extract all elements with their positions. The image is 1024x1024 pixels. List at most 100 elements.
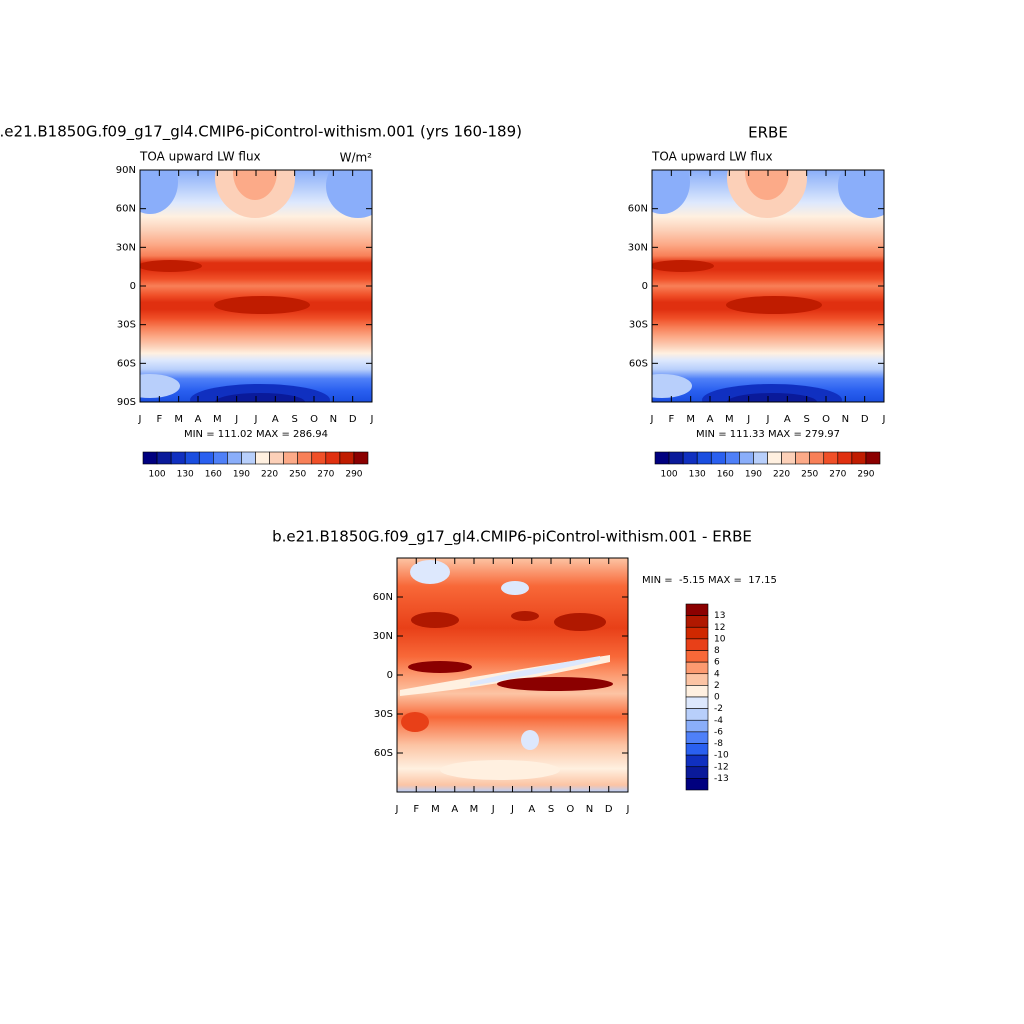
y-tick-label: 30S [629,320,648,331]
colorbar-box [685,650,709,663]
colorbar-box [685,673,709,686]
y-tick-label: 0 [642,281,648,292]
x-tick-label: J [650,414,654,425]
x-tick-label: A [272,414,279,425]
y-tick-label: 60N [373,592,393,603]
colorbar-box [339,451,355,465]
x-tick-label: A [707,414,714,425]
colorbar-label: 10 [714,634,726,644]
x-tick-label: M [174,414,183,425]
colorbar-box [685,696,709,709]
colorbar-label: 8 [714,646,720,656]
x-tick-label: M [431,804,440,815]
colorbar-box [184,451,200,465]
colorbar-box [198,451,214,465]
colorbar-box [353,451,369,465]
colorbar-box [851,451,867,465]
x-tick-label: S [548,804,554,815]
x-tick-label: J [746,414,750,425]
colorbar-box [739,451,754,465]
x-tick-label: J [510,804,514,815]
colorbar-label: 220 [773,470,790,480]
contour-field [397,558,628,792]
colorbar-box [685,719,709,733]
colorbar-box [685,626,709,640]
x-tick-label: J [370,414,374,425]
colorbar-label: -10 [714,751,729,761]
x-tick-label: D [861,414,869,425]
colorbar-box [696,451,712,465]
units: W/m² [340,151,373,165]
x-tick-label: F [668,414,674,425]
x-tick-label: A [528,804,535,815]
colorbar-box [685,731,709,744]
colorbar-label: 130 [177,470,194,480]
x-tick-label: M [725,414,734,425]
y-tick-label: 60S [117,358,136,369]
x-tick-label: J [626,804,630,815]
chart-title: b.e21.B1850G.f09_g17_gl4.CMIP6-piControl… [272,528,752,547]
colorbar-label: 250 [801,470,818,480]
x-tick-label: J [138,414,142,425]
x-tick-label: J [254,414,258,425]
colorbar-label: 6 [714,658,720,668]
colorbar-box [710,451,726,465]
x-tick-label: O [566,804,574,815]
colorbar-box [837,451,853,465]
colorbar-box [170,451,186,465]
x-tick-label: J [766,414,770,425]
x-tick-label: A [451,804,458,815]
colorbar-label: -13 [714,774,729,784]
colorbar-box [682,451,698,465]
colorbar-box [283,451,298,465]
x-tick-label: N [842,414,849,425]
colorbar-box [795,451,810,465]
y-tick-label: 30N [628,242,648,253]
colorbar-label: 160 [205,470,222,480]
x-tick-label: J [395,804,399,815]
colorbar-box [325,451,341,465]
colorbar-label: 290 [345,470,362,480]
colorbar-box [156,451,172,465]
colorbar-box [213,451,228,465]
y-tick-label: 90S [117,397,136,408]
y-tick-label: 30N [116,242,136,253]
annotation: MIN = 111.02 MAX = 286.94 [184,429,328,440]
x-tick-label: M [470,804,479,815]
y-tick-label: 30N [373,631,393,642]
colorbar-label: 220 [261,470,278,480]
annotation: MIN = -5.15 MAX = 17.15 [642,575,777,586]
colorbar-box [654,451,670,465]
y-tick-label: 60N [628,204,648,215]
x-tick-label: F [156,414,162,425]
colorbar-box [255,451,270,465]
colorbar-label: 270 [829,470,846,480]
y-tick-label: 0 [130,281,136,292]
x-tick-label: D [349,414,357,425]
x-tick-label: J [882,414,886,425]
colorbar-box [685,603,709,616]
colorbar-label: 0 [714,693,720,703]
colorbar-box [781,451,796,465]
colorbar-label: 190 [745,470,762,480]
colorbar-box [311,451,327,465]
colorbar-label: 100 [660,470,677,480]
x-tick-label: O [310,414,318,425]
x-tick-label: D [605,804,613,815]
subtitle: TOA upward LW flux [139,150,261,164]
x-tick-label: N [330,414,337,425]
colorbar-label: -12 [714,762,729,772]
colorbar-label: 13 [714,611,725,621]
colorbar-box [685,685,709,698]
x-tick-label: S [803,414,809,425]
colorbar-box [823,451,839,465]
colorbar-box [865,451,881,465]
y-tick-label: 60S [629,358,648,369]
y-tick-label: 60S [374,748,393,759]
plot-frame [651,169,885,403]
colorbar-box [685,638,709,651]
x-tick-label: A [784,414,791,425]
colorbar-box [767,451,782,465]
colorbar-label: 2 [714,681,720,691]
